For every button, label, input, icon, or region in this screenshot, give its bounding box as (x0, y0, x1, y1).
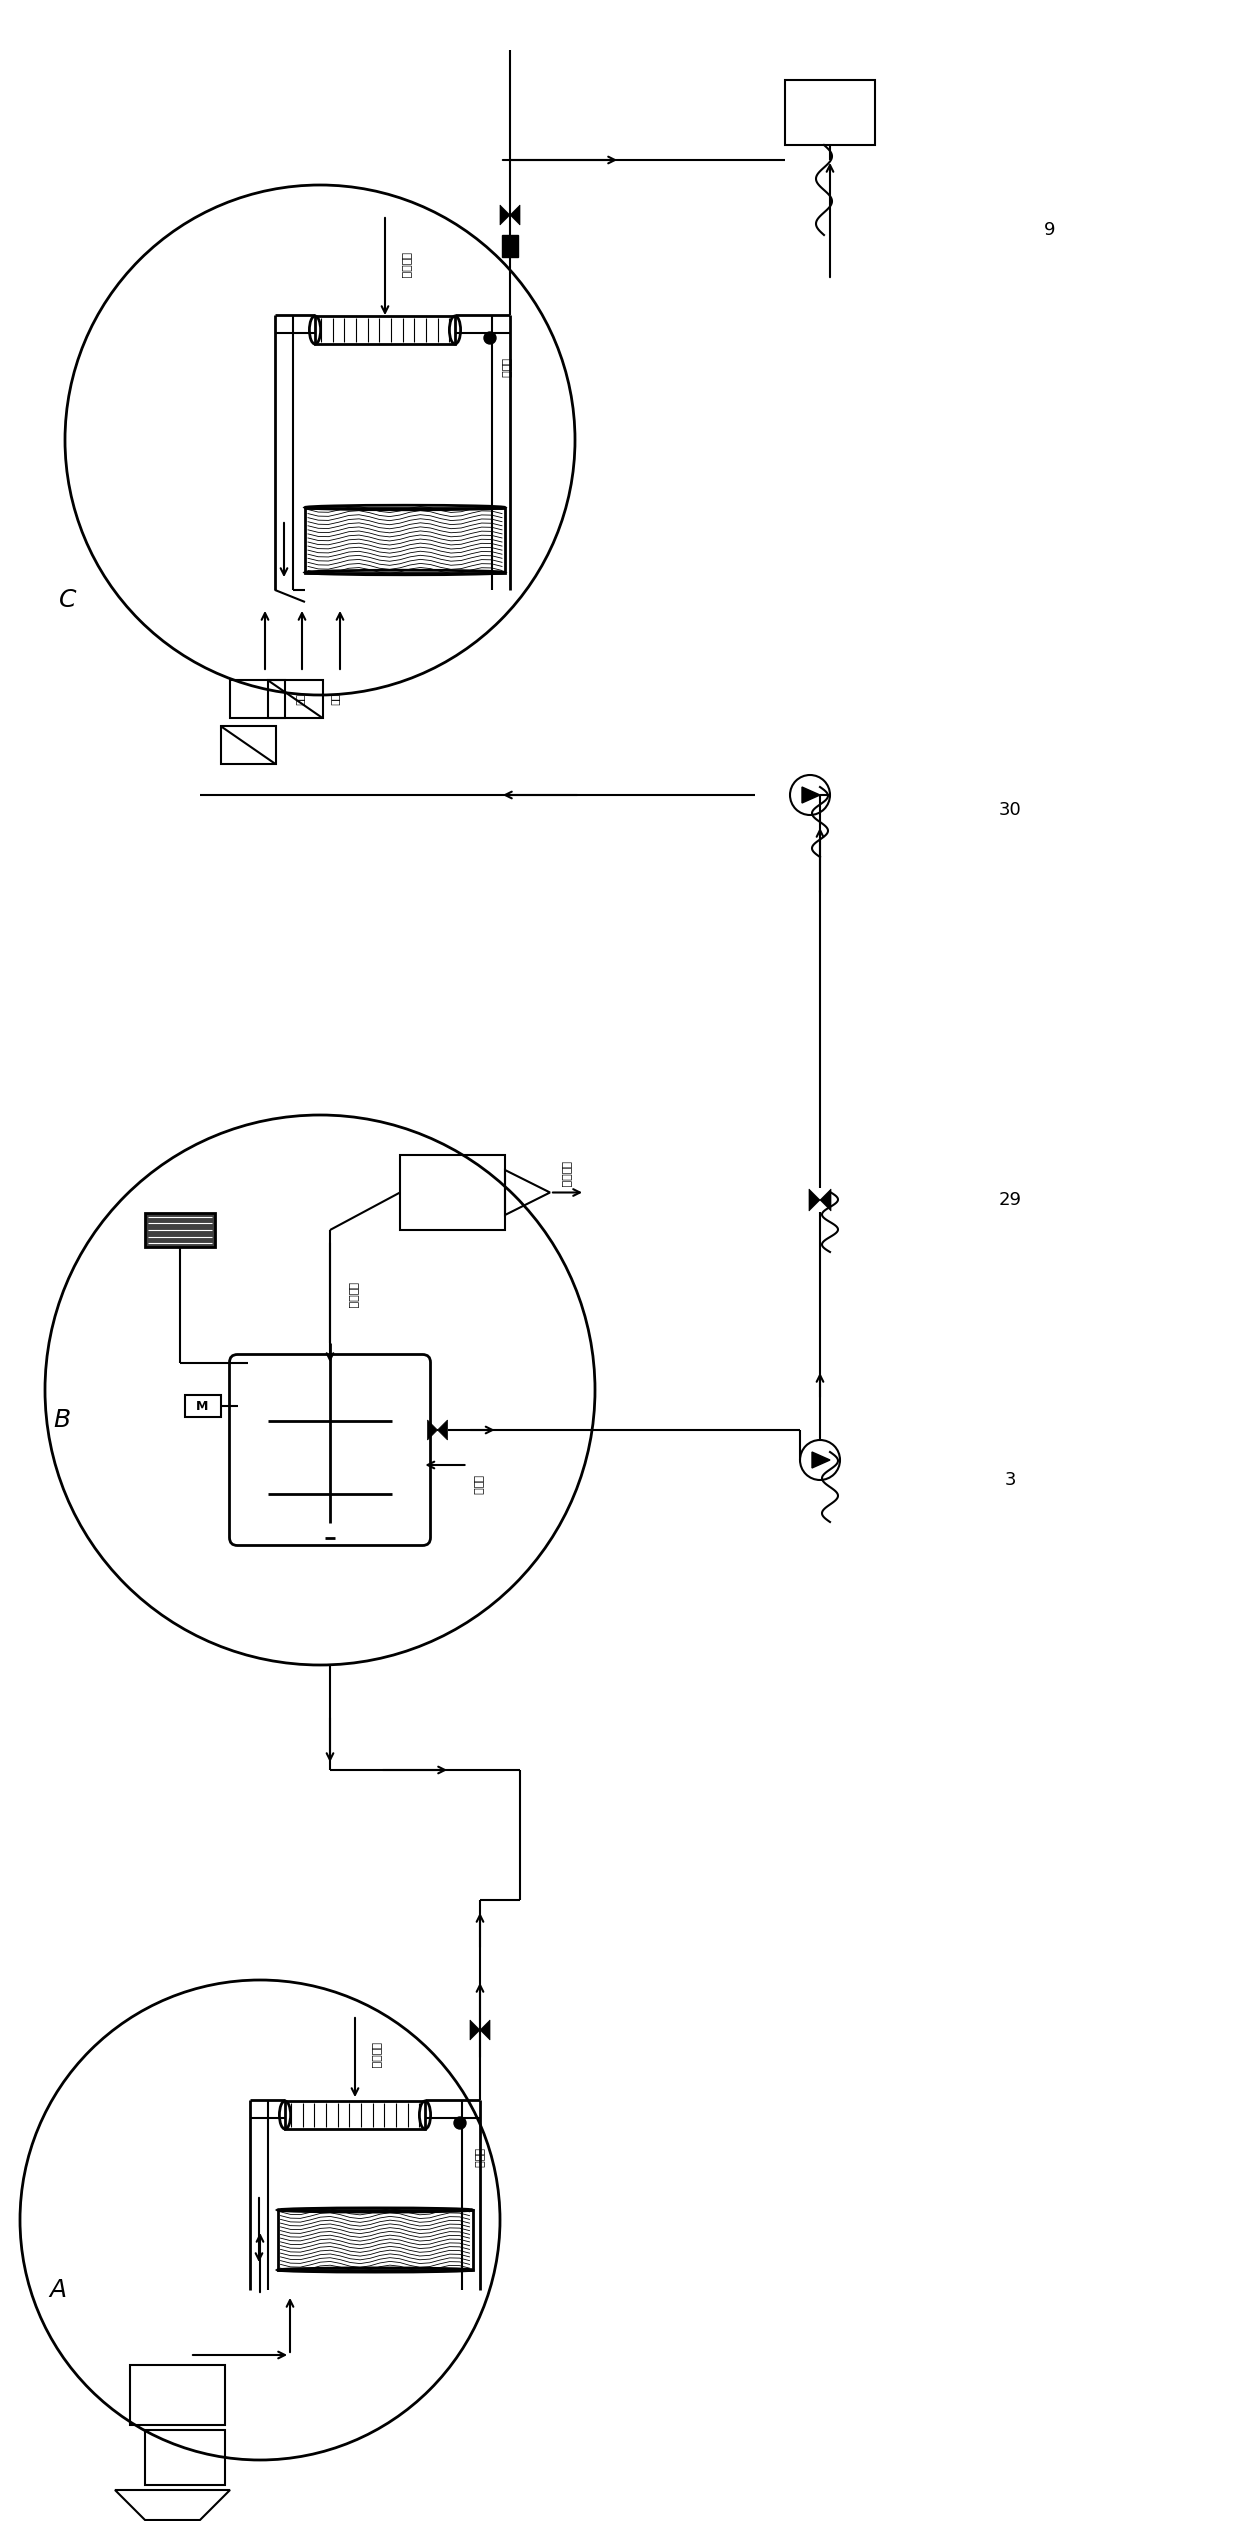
Text: 30: 30 (998, 802, 1022, 819)
Bar (185, 1397, 221, 1417)
Text: B: B (53, 1409, 71, 1432)
Text: 氮气: 氮气 (295, 693, 305, 706)
Bar (401, 1155, 505, 1230)
Text: 氢气: 氢气 (330, 693, 340, 706)
Text: 3: 3 (1004, 1470, 1016, 1490)
Bar (221, 726, 275, 764)
Circle shape (454, 2118, 466, 2130)
Text: C: C (60, 587, 77, 613)
Bar (315, 315, 455, 343)
Bar (229, 681, 285, 718)
Bar (145, 1213, 215, 1248)
Bar (305, 507, 505, 572)
Polygon shape (428, 1419, 448, 1439)
Bar (285, 2100, 425, 2130)
Polygon shape (500, 204, 520, 224)
Polygon shape (802, 787, 820, 804)
Text: 冷凝水: 冷凝水 (472, 1475, 482, 1495)
Text: 冷凝水: 冷凝水 (500, 358, 510, 378)
Text: 29: 29 (998, 1190, 1022, 1210)
Polygon shape (808, 1190, 831, 1210)
Bar (502, 234, 518, 257)
Bar (278, 2211, 472, 2269)
Text: A: A (50, 2279, 67, 2302)
Text: M: M (196, 1399, 208, 1412)
Text: 加热蒸汽: 加热蒸汽 (401, 252, 410, 277)
Polygon shape (812, 1452, 830, 1467)
Text: 回收乙醇: 回收乙醇 (560, 1162, 570, 1187)
Text: 加热蒸汽: 加热蒸汽 (347, 1281, 357, 1308)
Text: 冷凝水: 冷凝水 (472, 2148, 484, 2168)
Bar (785, 81, 875, 146)
Polygon shape (470, 2019, 490, 2039)
Text: 9: 9 (1044, 222, 1055, 239)
Bar (130, 2365, 224, 2425)
Circle shape (484, 333, 496, 343)
Bar (145, 2430, 224, 2486)
Text: 加热蒸汽: 加热蒸汽 (370, 2042, 379, 2067)
Bar (268, 681, 322, 718)
